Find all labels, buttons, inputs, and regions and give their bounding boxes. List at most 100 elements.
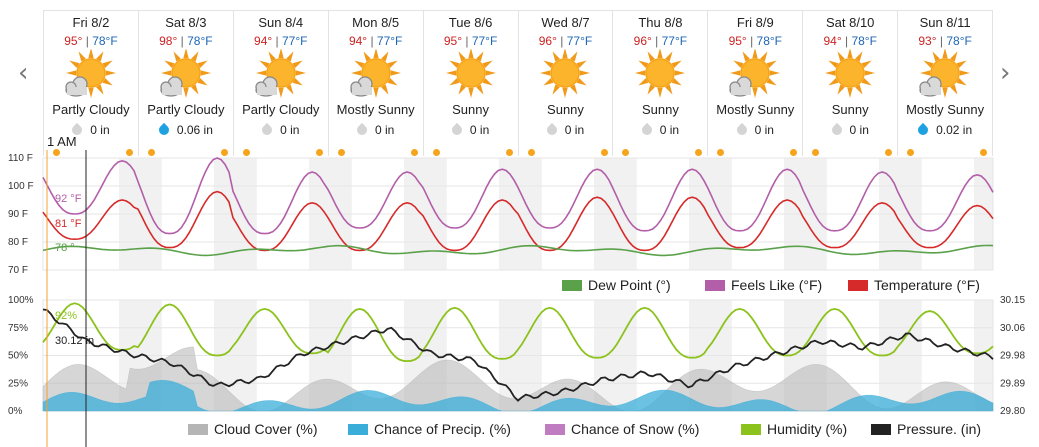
legend-swatch [848, 280, 868, 291]
precip-amount: 0 in [803, 122, 897, 138]
high-temp: 95° [64, 34, 83, 48]
precip-amount: 0 in [613, 122, 707, 138]
day-temps: 96° | 77°F [633, 34, 688, 48]
day-name: Sun 8/4 [258, 15, 304, 30]
legend-swatch [348, 424, 368, 435]
day-temps: 94° | 77°F [254, 34, 308, 48]
day-card[interactable]: Fri 8/9 95° | 78°F Mostly Sunny 0 in [708, 11, 804, 156]
day-card[interactable]: Tue 8/6 95° | 77°F Sunny 0 in [424, 11, 519, 156]
partly-cloudy-icon [157, 48, 215, 99]
day-temps: 94° | 77°F [348, 34, 403, 48]
day-card[interactable]: Sat 8/10 94° | 78°F Sunny 0 in [803, 11, 899, 156]
day-temps: 95° | 78°F [728, 34, 783, 48]
legend-label[interactable]: Chance of Snow (%) [571, 421, 699, 437]
legend-label[interactable]: Humidity (%) [767, 421, 847, 437]
condition-label: Mostly Sunny [906, 102, 985, 117]
condition-label: Sunny [641, 102, 679, 117]
high-temp: 95° [443, 34, 462, 48]
legend-label[interactable]: Chance of Precip. (%) [374, 421, 511, 437]
next-button[interactable]: › [1000, 58, 1010, 88]
condition-label: Sunny [547, 102, 584, 117]
sunset-marker [315, 149, 323, 156]
day-card[interactable]: Sun 8/11 93° | 78°F Mostly Sunny 0.02 in [898, 11, 994, 156]
condition-label: Partly Cloudy [147, 102, 225, 117]
condition-label: Mostly Sunny [336, 102, 415, 117]
low-temp: 78°F [756, 34, 783, 48]
day-card[interactable]: Mon 8/5 94° | 77°F Mostly Sunny 0 in [329, 11, 424, 156]
sunrise-marker [907, 149, 915, 156]
condition-label: Partly Cloudy [52, 102, 130, 117]
low-temp: 77°F [471, 34, 498, 48]
y-tick-label: 110 F [8, 153, 33, 164]
daily-forecast-strip: Fri 8/2 95° | 78°F Partly Cloudy 0 in Sa… [43, 10, 994, 156]
day-temps: 93° | 78°F [918, 34, 972, 48]
low-temp: 77°F [376, 34, 403, 48]
y-tick-label: 70 F [8, 265, 28, 276]
y-tick-label: 25% [8, 378, 28, 389]
day-card[interactable]: Thu 8/8 96° | 77°F Sunny 0 in [613, 11, 709, 156]
precip-amount: 0 in [708, 122, 802, 138]
mostly-sunny-icon [726, 48, 784, 99]
pressure-line [42, 308, 994, 402]
legend-label[interactable]: Dew Point (°) [588, 277, 671, 293]
sunny-icon [631, 48, 689, 99]
sunny-icon [821, 48, 879, 99]
y2-tick-label: 29.89 [1000, 378, 1025, 389]
precip-amount: 0 in [424, 122, 518, 138]
y-tick-label: 80 F [8, 237, 28, 248]
condition-label: Mostly Sunny [716, 102, 795, 117]
sunset-marker [790, 149, 798, 156]
legend-swatch [545, 424, 565, 435]
dew-point-readout: 78 ° [55, 242, 75, 254]
day-name: Mon 8/5 [352, 15, 400, 30]
feels-like-line [42, 157, 994, 235]
precip-amount: 0 in [329, 122, 423, 138]
precip-amount: 0 in [519, 122, 613, 138]
day-name: Sun 8/11 [919, 15, 971, 30]
condition-label: Partly Cloudy [242, 102, 320, 117]
legend-swatch [188, 424, 208, 435]
legend-swatch [705, 280, 725, 291]
partly-cloudy-icon [252, 48, 310, 99]
sunrise-marker [622, 149, 630, 156]
y-tick-label: 50% [8, 351, 28, 362]
low-temp: 77°F [566, 34, 593, 48]
chance-of-precip-area [42, 379, 994, 412]
precip-amount: 0.02 in [898, 122, 992, 138]
day-card[interactable]: Fri 8/2 95° | 78°F Partly Cloudy 0 in [43, 11, 139, 156]
day-card[interactable]: Sat 8/3 98° | 78°F Partly Cloudy 0.06 in [139, 11, 234, 156]
precip-amount: 0 in [234, 122, 328, 138]
low-temp: 77°F [661, 34, 688, 48]
previous-button[interactable]: ‹ [18, 58, 28, 88]
sunrise-marker [242, 149, 250, 156]
high-temp: 94° [254, 34, 273, 48]
low-temp: 78°F [187, 34, 213, 48]
day-name: Sat 8/10 [825, 15, 875, 30]
y2-tick-label: 29.80 [1000, 406, 1025, 417]
day-card[interactable]: Wed 8/7 96° | 77°F Sunny 0 in [519, 11, 614, 156]
mostly-sunny-icon [347, 48, 405, 99]
y-tick-label: 90 F [8, 209, 28, 220]
sunset-marker [885, 149, 893, 156]
legend-label[interactable]: Feels Like (°F) [731, 277, 822, 293]
legend-swatch [871, 424, 891, 435]
day-card[interactable]: Sun 8/4 94° | 77°F Partly Cloudy 0 in [234, 11, 329, 156]
day-name: Sat 8/3 [165, 15, 207, 30]
sunrise-marker [53, 149, 60, 156]
temperature-line [42, 190, 994, 252]
day-name: Thu 8/8 [638, 15, 683, 30]
y2-tick-label: 29.98 [1000, 351, 1025, 362]
legend-label[interactable]: Cloud Cover (%) [214, 421, 317, 437]
sunset-marker [220, 149, 228, 156]
y2-tick-label: 30.06 [1000, 323, 1025, 334]
high-temp: 98° [159, 34, 178, 48]
legend-label[interactable]: Temperature (°F) [874, 277, 980, 293]
legend-label[interactable]: Pressure. (in) [897, 421, 981, 437]
pressure-readout: 30.12 in [55, 335, 94, 347]
sunset-marker [126, 149, 133, 156]
sunny-icon [442, 48, 500, 99]
day-temps: 98° | 78°F [159, 34, 213, 48]
y-tick-label: 0% [8, 406, 23, 417]
y-tick-label: 100 F [8, 181, 34, 192]
feels-like-readout: 92 °F [55, 193, 82, 205]
